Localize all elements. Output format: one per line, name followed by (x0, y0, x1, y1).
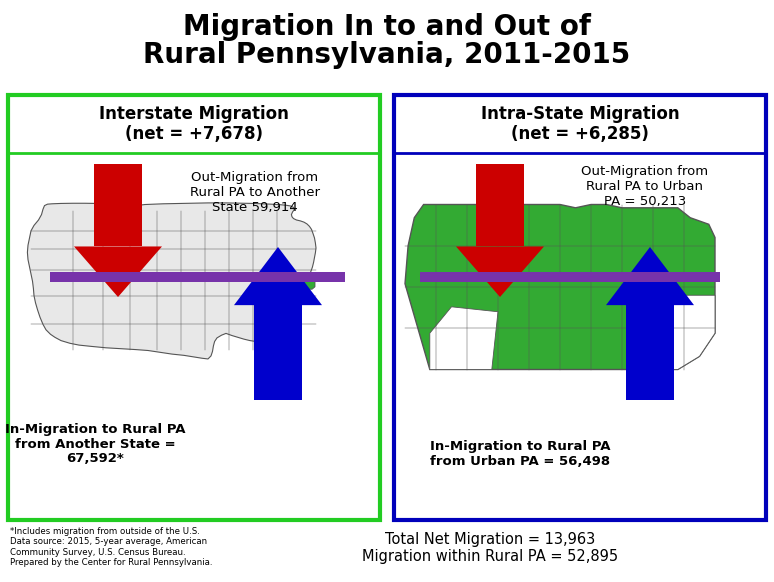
Polygon shape (628, 295, 715, 370)
Bar (50, 272, 345, 282)
Polygon shape (456, 246, 544, 297)
Text: *Includes migration from outside of the U.S.
Data source: 2015, 5-year average, : *Includes migration from outside of the … (10, 527, 213, 567)
Polygon shape (606, 247, 694, 305)
Text: Out-Migration from
Rural PA to Urban
PA = 50,213: Out-Migration from Rural PA to Urban PA … (581, 165, 708, 208)
Text: Interstate Migration
(net = +7,678): Interstate Migration (net = +7,678) (99, 105, 289, 143)
Text: In-Migration to Rural PA
from Urban PA = 56,498: In-Migration to Rural PA from Urban PA =… (430, 440, 610, 468)
Text: Out-Migration from
Rural PA to Another
State 59,914: Out-Migration from Rural PA to Another S… (190, 171, 320, 214)
Bar (626, 305, 674, 400)
Text: Migration In to and Out of: Migration In to and Out of (183, 13, 591, 41)
Polygon shape (430, 307, 498, 370)
Polygon shape (405, 204, 715, 370)
Bar (420, 272, 720, 282)
Polygon shape (279, 274, 315, 290)
Bar (394, 95, 766, 520)
Text: Intra-State Migration
(net = +6,285): Intra-State Migration (net = +6,285) (481, 105, 680, 143)
Polygon shape (234, 247, 322, 305)
Bar (476, 164, 524, 246)
Bar (254, 305, 302, 400)
Bar (94, 164, 142, 246)
Text: In-Migration to Rural PA
from Another State =
67,592*: In-Migration to Rural PA from Another St… (5, 423, 185, 466)
Polygon shape (27, 203, 316, 359)
Text: Rural Pennsylvania, 2011-2015: Rural Pennsylvania, 2011-2015 (143, 41, 631, 69)
Text: Total Net Migration = 13,963
Migration within Rural PA = 52,895: Total Net Migration = 13,963 Migration w… (362, 532, 618, 565)
Bar (8, 95, 380, 520)
Polygon shape (74, 246, 162, 297)
